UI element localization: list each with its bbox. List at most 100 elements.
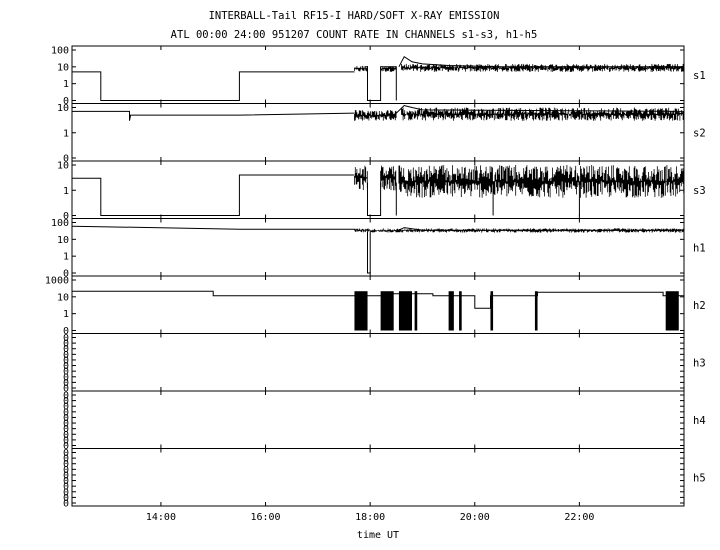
y-tick-label: 10 [57,161,69,172]
series-h2-spike [534,291,538,331]
x-tick-label: 16:00 [250,512,280,523]
series-h2-spike [459,291,462,331]
y-tick-label: 1 [63,252,69,263]
y-tick-label: 0 [63,361,69,372]
y-tick-label: 0 [63,448,69,459]
series-s1-line [398,55,684,68]
y-tick-label: 0 [63,391,69,402]
y-tick-label: 0 [63,465,69,476]
panel-stack: 1001010s11010s21010s31001010h110001010h2… [45,45,706,510]
series-h2-spike [414,291,418,331]
y-tick-label: 0 [63,493,69,504]
panel-label-s3: s3 [693,185,706,197]
series-s3-line [367,182,382,216]
series-s2-noise [354,110,397,121]
y-tick-label: 1 [63,79,69,90]
panel-label-h2: h2 [693,300,706,312]
series-s3-line [71,174,355,216]
y-tick-label: 0 [63,470,69,481]
x-tick-label: 14:00 [146,512,176,523]
panel-label-s2: s2 [693,127,706,139]
y-tick-label: 0 [63,384,69,395]
y-tick-label: 1 [63,309,69,320]
series-h1-line [396,227,684,232]
series-s1-line [364,66,397,101]
panel-label-h4: h4 [693,415,706,427]
y-tick-label: 0 [63,499,69,510]
series-s3-noise [398,165,685,198]
y-tick-label: 0 [63,430,69,441]
series-h2-spike [490,291,494,331]
panel-frame [71,45,685,104]
y-tick-label: 0 [63,367,69,378]
y-tick-label: 1 [63,186,69,197]
y-tick-label: 10 [57,62,69,73]
y-tick-label: 10 [57,292,69,303]
series-s3-noise [380,165,397,191]
panel-frame [71,333,685,392]
y-tick-label: 0 [63,476,69,487]
y-tick-label: 0 [63,350,69,361]
y-tick-label: 0 [63,482,69,493]
y-tick-label: 1 [63,128,69,139]
y-tick-label: 0 [63,339,69,350]
y-tick-label: 0 [63,419,69,430]
series-s2-line [72,110,355,121]
y-tick-label: 0 [63,211,69,222]
series-s2-line [395,104,685,114]
series-h1-line [367,231,371,274]
series-h2-spike [448,291,454,331]
y-tick-label: 0 [63,407,69,418]
panel-frame [71,218,685,277]
panel-frame [71,275,685,334]
x-tick-label: 20:00 [460,512,490,523]
panel-label-h5: h5 [693,472,706,484]
x-axis: 14:00 16:00 18:00 20:00 22:00 [146,46,594,523]
y-tick-label: 0 [63,333,69,344]
y-tick-label: 0 [63,424,69,435]
panel-label-h3: h3 [693,357,706,369]
y-tick-label: 0 [63,344,69,355]
series-s1-noise [354,65,368,72]
panel-frame [71,448,685,507]
series-s2-noise [401,107,685,121]
series-h2-line [72,290,684,309]
y-tick-label: 0 [63,154,69,165]
y-tick-label: 1000 [45,276,69,287]
y-tick-label: 0 [63,96,69,107]
y-tick-label: 0 [63,402,69,413]
series-h2-spike [398,291,412,331]
y-tick-label: 0 [63,413,69,424]
series-s1-line [71,71,355,101]
panel-label-h1: h1 [693,242,706,254]
x-tick-label: 18:00 [355,512,385,523]
series-h1-line [71,225,355,230]
y-tick-label: 10 [57,103,69,114]
y-tick-label: 0 [63,435,69,446]
y-tick-label: 10 [57,235,69,246]
y-tick-label: 0 [63,459,69,470]
panel-frame [71,160,685,219]
y-tick-label: 0 [63,487,69,498]
panel-frame [71,103,685,162]
y-tick-label: 0 [63,454,69,465]
y-tick-label: 100 [51,218,69,229]
y-tick-label: 0 [63,378,69,389]
panel-frame [71,390,685,449]
y-tick-label: 0 [63,396,69,407]
series-h2-spike [354,291,368,331]
y-tick-label: 100 [51,46,69,57]
y-tick-label: 0 [63,441,69,452]
y-tick-label: 0 [63,326,69,337]
x-tick-label: 22:00 [564,512,594,523]
panel-label-s1: s1 [693,70,706,82]
